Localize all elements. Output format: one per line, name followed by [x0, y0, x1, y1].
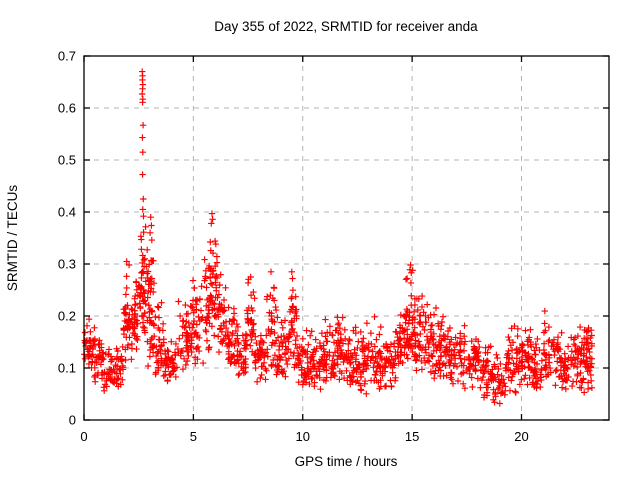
y-tick-label: 0.6: [58, 101, 76, 116]
x-tick-label: 15: [405, 429, 419, 444]
x-tick-label: 20: [514, 429, 528, 444]
y-tick-label: 0.2: [58, 309, 76, 324]
axes-frame: [83, 55, 610, 421]
x-tick-label: 10: [296, 429, 310, 444]
axis-ticks: [83, 55, 609, 421]
y-tick-label: 0.3: [58, 257, 76, 272]
x-axis-label: GPS time / hours: [295, 454, 398, 469]
y-tick-label: 0.1: [58, 361, 76, 376]
data-points: [81, 68, 596, 407]
x-tick-label: 5: [190, 429, 197, 444]
y-tick-label: 0: [69, 413, 76, 428]
y-tick-label: 0.5: [58, 153, 76, 168]
scatter-markers: [81, 68, 596, 407]
x-tick-label: 0: [80, 429, 87, 444]
y-tick-label: 0.7: [58, 49, 76, 64]
plot-border: [83, 55, 610, 421]
y-axis-label: SRMTID / TECUs: [5, 185, 20, 292]
y-tick-label: 0.4: [58, 205, 76, 220]
chart-title: Day 355 of 2022, SRMTID for receiver and…: [214, 19, 478, 34]
tick-labels: 0 5 10 15 20 0 0.1 0.2 0.3 0.4 0.5 0.6 0.7: [58, 49, 529, 445]
